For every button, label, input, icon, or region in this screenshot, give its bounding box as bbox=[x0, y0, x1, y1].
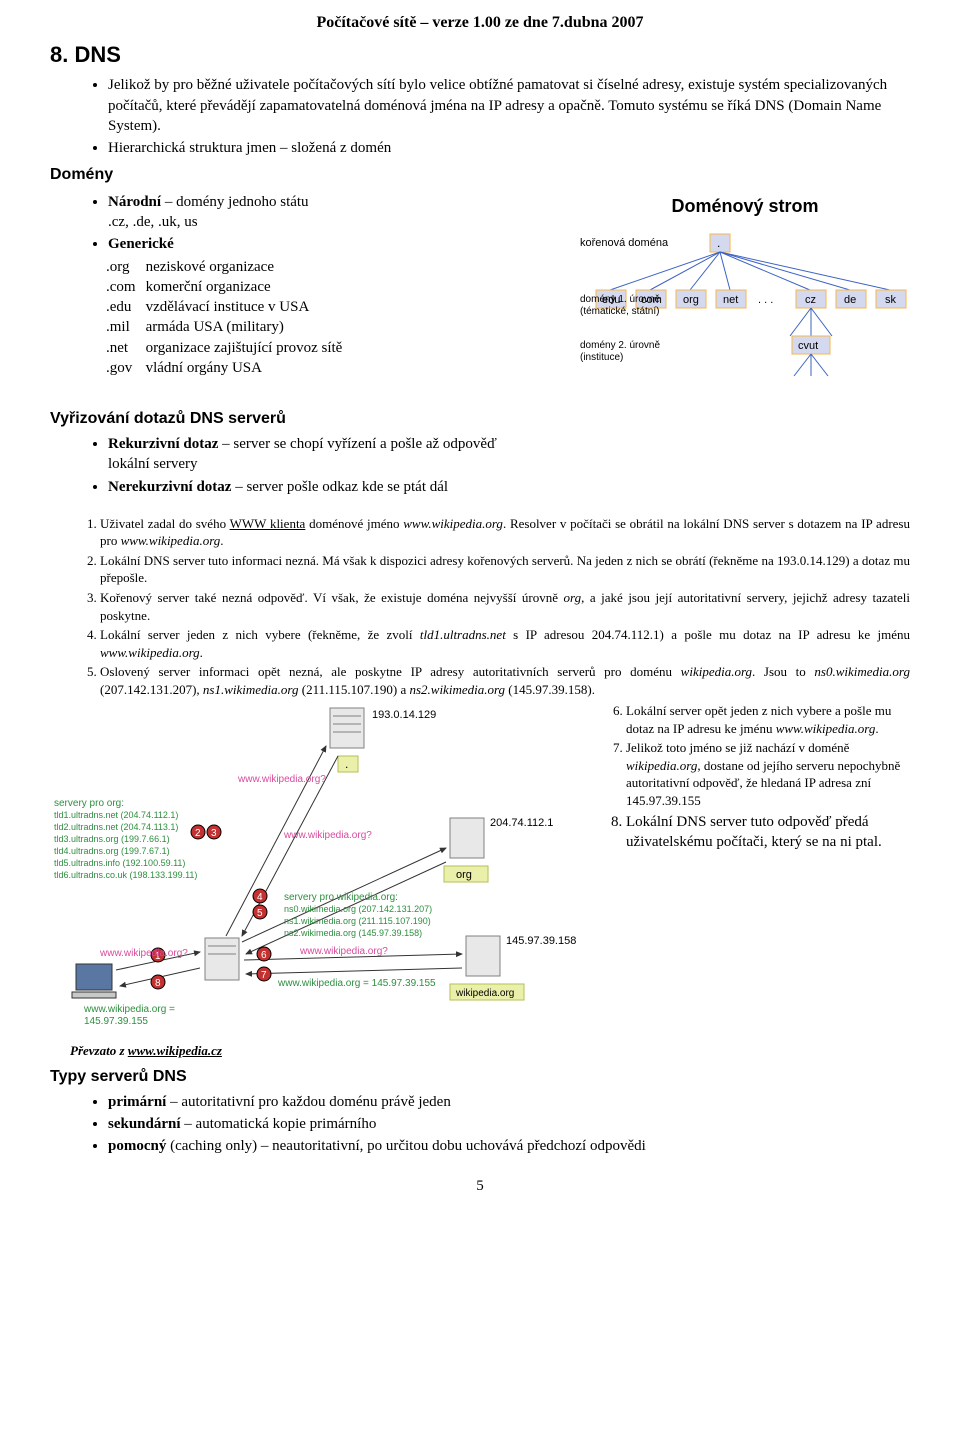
svg-text:www.wikipedia.org?: www.wikipedia.org? bbox=[283, 830, 372, 841]
step-6: Lokální server opět jeden z nich vybere … bbox=[626, 702, 910, 737]
svg-text:net: net bbox=[723, 294, 738, 306]
page-header: Počítačové sítě – verze 1.00 ze dne 7.du… bbox=[50, 12, 910, 34]
org-server-icon bbox=[450, 818, 484, 858]
national-lead: Národní bbox=[108, 194, 161, 210]
typy-secondary: sekundární – automatická kopie primárníh… bbox=[108, 1114, 910, 1134]
svg-text:3: 3 bbox=[211, 828, 217, 839]
table-row: .milarmáda USA (military) bbox=[106, 317, 352, 337]
typy-title: Typy serverů DNS bbox=[50, 1066, 910, 1088]
svg-text:6: 6 bbox=[261, 950, 267, 961]
table-row: .comkomerční organizace bbox=[106, 277, 352, 297]
step-5: Oslovený server informaci opět nezná, al… bbox=[100, 663, 910, 698]
svg-text:www.wikipedia.org?: www.wikipedia.org? bbox=[99, 948, 188, 959]
svg-text:wikipedia.org: wikipedia.org bbox=[455, 988, 514, 999]
rekurzivni-sub: lokální servery bbox=[108, 454, 910, 474]
generic-lead: Generické bbox=[108, 236, 174, 252]
svg-text:.: . bbox=[345, 757, 348, 771]
step-7: Jelikož toto jméno se již nachází v domé… bbox=[626, 739, 910, 809]
caption: Převzato z www.wikipedia.cz bbox=[70, 1042, 910, 1060]
nerekurzivni: Nerekurzivní dotaz – server pošle odkaz … bbox=[108, 477, 910, 497]
typy-caching: pomocný (caching only) – neautoritativní… bbox=[108, 1136, 910, 1156]
svg-text:www.wikipedia.org?: www.wikipedia.org? bbox=[237, 774, 326, 785]
svg-text:servery pro org:: servery pro org: bbox=[54, 798, 124, 809]
svg-text:cvut: cvut bbox=[798, 340, 818, 352]
step-4: Lokální server jeden z nich vybere (řekn… bbox=[100, 626, 910, 661]
local-server-icon bbox=[205, 938, 239, 980]
svg-text:tld4.ultradns.org (199.7.67.1): tld4.ultradns.org (199.7.67.1) bbox=[54, 846, 170, 856]
step-3: Kořenový server také nezná odpověď. Ví v… bbox=[100, 589, 910, 624]
generic-domain: Generické bbox=[108, 234, 566, 254]
svg-text:tld2.ultradns.net (204.74.113.: tld2.ultradns.net (204.74.113.1) bbox=[54, 822, 178, 832]
svg-text:tld5.ultradns.info (192.100.59: tld5.ultradns.info (192.100.59.11) bbox=[54, 858, 185, 868]
tree-svg: kořenová doména . edu com org net . . . … bbox=[580, 224, 910, 396]
svg-text:servery pro wikipedia.org:: servery pro wikipedia.org: bbox=[284, 892, 398, 903]
svg-text:4: 4 bbox=[257, 892, 263, 903]
svg-text:www.wikipedia.org = 145.97.39.: www.wikipedia.org = 145.97.39.155 bbox=[277, 978, 436, 989]
svg-text:(instituce): (instituce) bbox=[580, 352, 623, 363]
step-8: Lokální DNS server tuto odpověď předá už… bbox=[626, 812, 910, 853]
svg-text:kořenová doména: kořenová doména bbox=[580, 237, 669, 249]
client-pc-icon bbox=[72, 964, 116, 998]
domeny-title: Domény bbox=[50, 164, 910, 186]
svg-text:sk: sk bbox=[885, 294, 897, 306]
intro-list: Jelikož by pro běžné uživatele počítačov… bbox=[108, 75, 910, 158]
svg-text:145.97.39.155: 145.97.39.155 bbox=[84, 1016, 148, 1027]
svg-text:tld1.ultradns.net (204.74.112.: tld1.ultradns.net (204.74.112.1) bbox=[54, 810, 178, 820]
wiki-server-icon bbox=[466, 936, 500, 976]
svg-text:www.wikipedia.org?: www.wikipedia.org? bbox=[299, 946, 388, 957]
svg-text:domény 2. úrovně: domény 2. úrovně bbox=[580, 340, 660, 351]
step-1: Uživatel zadal do svého WWW klienta domé… bbox=[100, 515, 910, 550]
rekurzivni: Rekurzivní dotaz – server se chopí vyříz… bbox=[108, 434, 910, 475]
svg-text:org: org bbox=[683, 294, 699, 306]
svg-text:2: 2 bbox=[195, 828, 201, 839]
table-row: .eduvzdělávací instituce v USA bbox=[106, 297, 352, 317]
typy-primary: primární – autoritativní pro každou domé… bbox=[108, 1092, 910, 1112]
svg-text:org: org bbox=[456, 869, 472, 881]
svg-text:(tématické, státní): (tématické, státní) bbox=[580, 306, 659, 317]
svg-text:ns1.wikimedia.org (211.115.107: ns1.wikimedia.org (211.115.107.190) bbox=[284, 916, 431, 926]
svg-text:204.74.112.1: 204.74.112.1 bbox=[490, 817, 553, 829]
section-title: 8. DNS bbox=[50, 40, 910, 70]
svg-text:cz: cz bbox=[805, 294, 816, 306]
intro-b1: Jelikož by pro běžné uživatele počítačov… bbox=[108, 75, 910, 136]
svg-text:tld3.ultradns.org (199.7.66.1): tld3.ultradns.org (199.7.66.1) bbox=[54, 834, 170, 844]
svg-text:7: 7 bbox=[261, 970, 267, 981]
svg-text:5: 5 bbox=[257, 908, 263, 919]
gtld-table: .orgneziskové organizace .comkomerční or… bbox=[106, 257, 352, 379]
svg-text:de: de bbox=[844, 294, 856, 306]
svg-text:www.wikipedia.org =: www.wikipedia.org = bbox=[83, 1004, 175, 1015]
svg-text:.: . bbox=[717, 236, 720, 250]
national-domain: Národní – domény jednoho státu .cz, .de,… bbox=[108, 192, 566, 233]
page-number: 5 bbox=[50, 1176, 910, 1196]
vyriz-list: Rekurzivní dotaz – server se chopí vyříz… bbox=[108, 434, 910, 497]
svg-text:domény 1. úrovně: domény 1. úrovně bbox=[580, 294, 660, 305]
step-2: Lokální DNS server tuto informaci nezná.… bbox=[100, 552, 910, 587]
vyriz-title: Vyřizování dotazů DNS serverů bbox=[50, 408, 910, 430]
steps-1-5: Uživatel zadal do svého WWW klienta domé… bbox=[100, 515, 910, 698]
domain-tree: Doménový strom kořenová doména . edu com… bbox=[580, 194, 910, 403]
svg-text:ns2.wikimedia.org (145.97.39.1: ns2.wikimedia.org (145.97.39.158) bbox=[284, 928, 422, 938]
dns-flow-diagram: 193.0.14.129 . 204.74.112.1 org 145.97.3… bbox=[50, 700, 590, 1036]
svg-text:tld6.ultradns.co.uk (198.133.1: tld6.ultradns.co.uk (198.133.199.11) bbox=[54, 870, 197, 880]
svg-text:193.0.14.129: 193.0.14.129 bbox=[372, 709, 436, 721]
svg-text:ns0.wikimedia.org (207.142.131: ns0.wikimedia.org (207.142.131.207) bbox=[284, 904, 432, 914]
tree-title: Doménový strom bbox=[580, 194, 910, 218]
steps-6-8: Lokální server opět jeden z nich vybere … bbox=[626, 702, 910, 852]
svg-text:8: 8 bbox=[155, 978, 161, 989]
svg-text:145.97.39.158: 145.97.39.158 bbox=[506, 935, 576, 947]
table-row: .orgneziskové organizace bbox=[106, 257, 352, 277]
svg-text:. . .: . . . bbox=[758, 294, 773, 306]
root-server-icon bbox=[330, 708, 364, 748]
table-row: .netorganizace zajištující provoz sítě bbox=[106, 338, 352, 358]
intro-b2: Hierarchická struktura jmen – složená z … bbox=[108, 138, 910, 158]
table-row: .govvládní orgány USA bbox=[106, 358, 352, 378]
domeny-list: Národní – domény jednoho státu .cz, .de,… bbox=[108, 192, 566, 255]
typy-list: primární – autoritativní pro každou domé… bbox=[108, 1092, 910, 1157]
national-ex: .cz, .de, .uk, us bbox=[108, 214, 198, 230]
